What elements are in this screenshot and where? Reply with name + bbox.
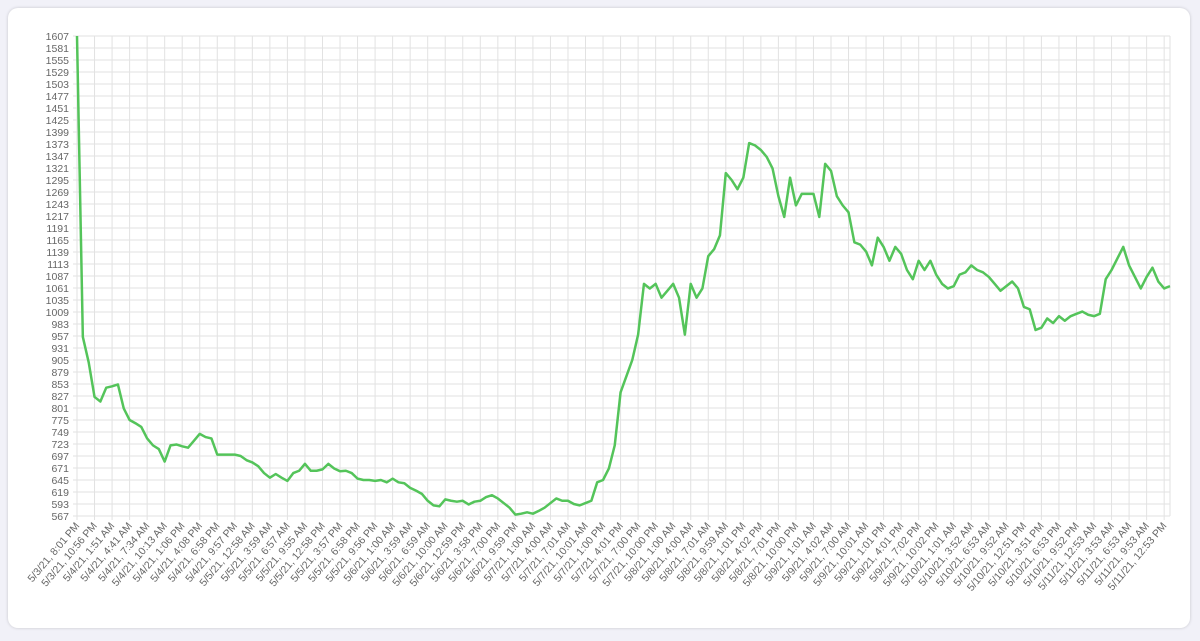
y-tick-label: 1269 (46, 187, 70, 199)
y-tick-label: 1581 (46, 43, 70, 55)
y-tick-label: 671 (51, 463, 69, 475)
y-tick-label: 1321 (46, 163, 70, 175)
y-tick-label: 1009 (46, 307, 70, 319)
y-tick-label: 1295 (46, 175, 70, 187)
y-tick-label: 1243 (46, 199, 70, 211)
y-tick-label: 957 (51, 331, 69, 343)
y-tick-label: 1347 (46, 151, 70, 163)
y-tick-label: 1503 (46, 79, 70, 91)
y-tick-label: 879 (51, 367, 69, 379)
y-tick-label: 1217 (46, 211, 70, 223)
y-tick-label: 1399 (46, 127, 70, 139)
y-tick-label: 749 (51, 427, 69, 439)
y-tick-label: 1087 (46, 271, 70, 283)
y-tick-label: 645 (51, 475, 69, 487)
y-tick-label: 1529 (46, 67, 70, 79)
y-tick-label: 1035 (46, 295, 70, 307)
y-tick-label: 1607 (46, 31, 70, 43)
y-tick-label: 1139 (46, 247, 69, 259)
y-tick-label: 1191 (46, 223, 69, 235)
y-tick-label: 593 (51, 499, 69, 511)
y-tick-label: 567 (51, 511, 69, 523)
y-tick-label: 1373 (46, 139, 70, 151)
y-tick-label: 853 (51, 379, 69, 391)
y-tick-label: 1477 (46, 91, 70, 103)
y-tick-label: 931 (51, 343, 69, 355)
y-tick-label: 1165 (46, 235, 69, 247)
y-tick-label: 827 (51, 391, 69, 403)
y-tick-label: 1555 (46, 55, 70, 67)
y-tick-label: 1451 (46, 103, 70, 115)
y-tick-label: 801 (51, 403, 69, 415)
y-tick-label: 697 (51, 451, 69, 463)
y-tick-label: 619 (51, 487, 69, 499)
chart-card (8, 8, 1190, 628)
y-tick-label: 1425 (46, 115, 70, 127)
y-tick-label: 775 (51, 415, 69, 427)
y-tick-label: 1113 (47, 259, 69, 271)
data-line (75, 35, 1171, 516)
y-tick-label: 723 (51, 439, 69, 451)
y-tick-label: 905 (51, 355, 69, 367)
y-tick-label: 1061 (46, 283, 70, 295)
y-tick-label: 983 (51, 319, 69, 331)
